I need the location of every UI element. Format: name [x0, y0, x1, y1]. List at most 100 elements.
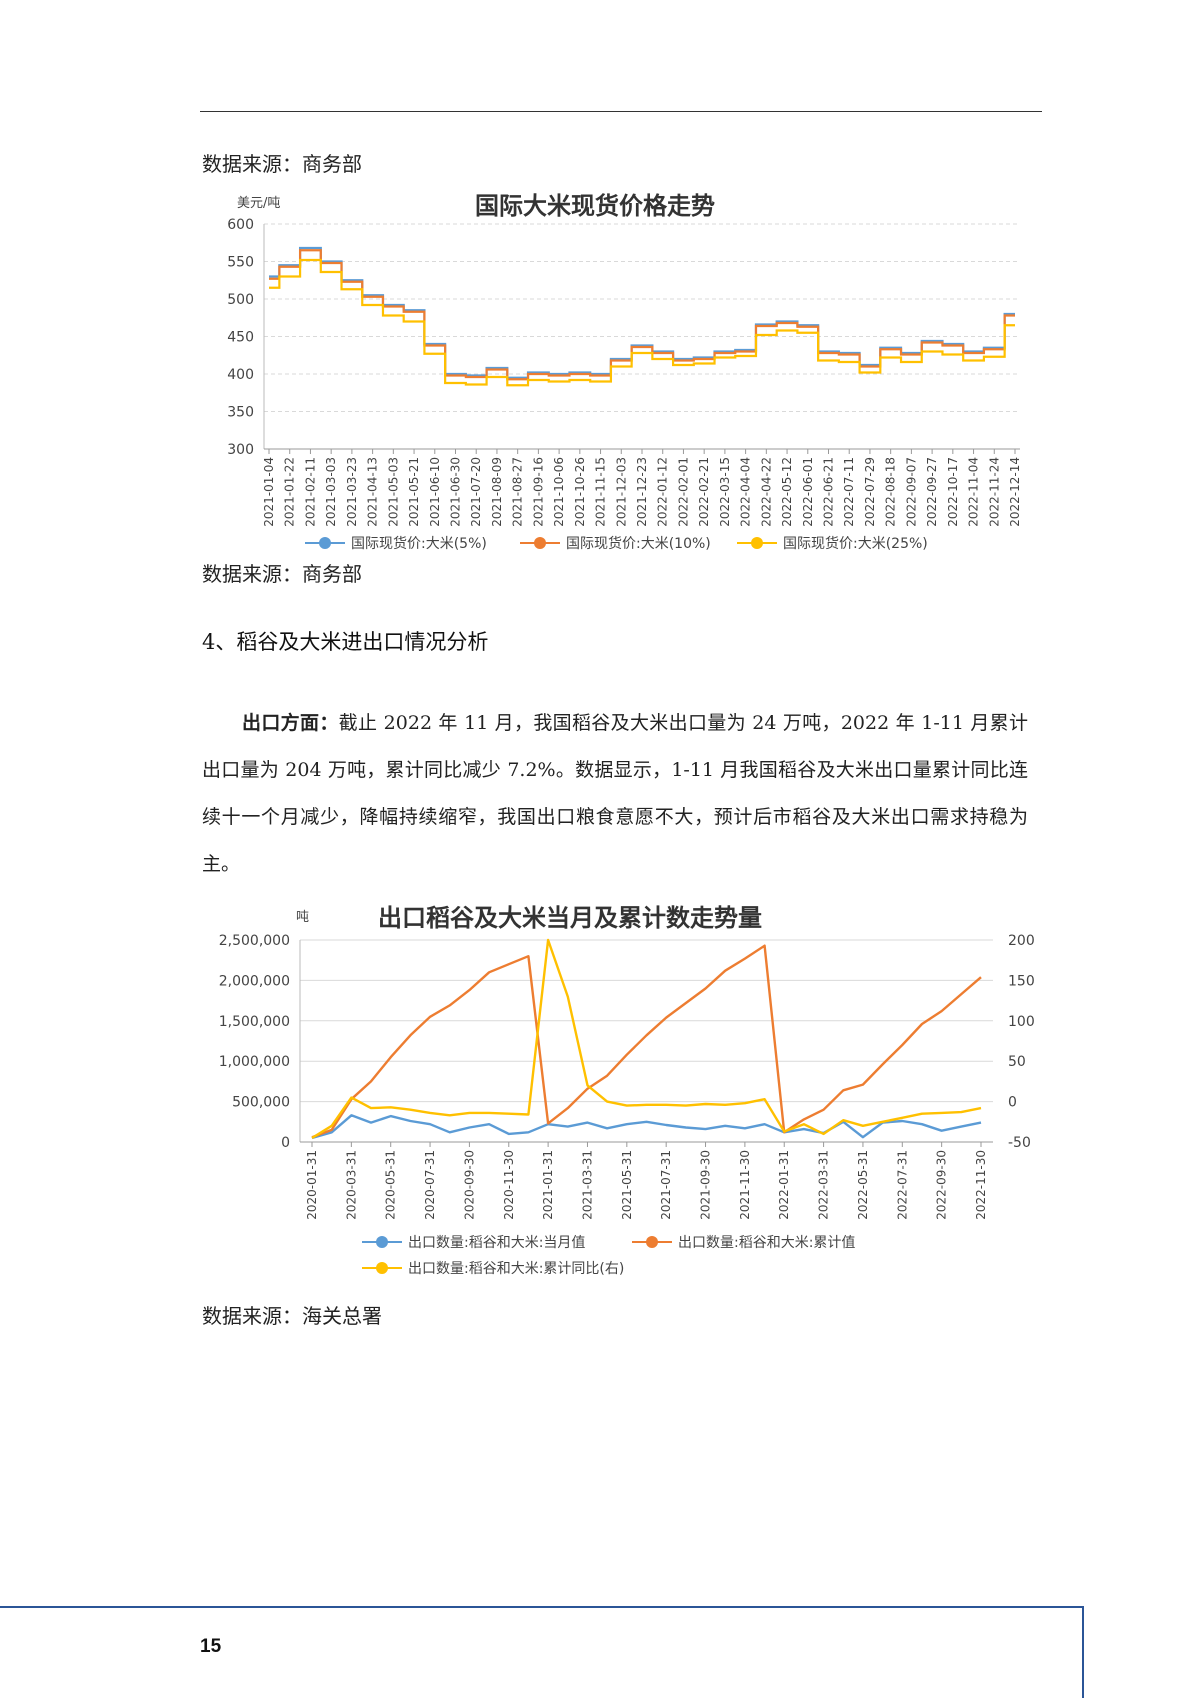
chart1-xtick-label: 2022-02-01	[676, 457, 690, 527]
chart2-xtick-label: 2020-05-31	[384, 1150, 398, 1220]
chart1-ytick-label: 400	[227, 367, 254, 383]
footer-rule	[0, 1606, 1084, 1608]
chart1-xtick-label: 2022-07-29	[863, 457, 877, 527]
chart1-series-line-0	[269, 248, 1015, 378]
chart1-xtick-label: 2022-08-18	[884, 457, 898, 527]
chart1-xtick-label: 2021-05-03	[386, 457, 400, 527]
source-note-bottom: 数据来源：海关总署	[202, 1300, 382, 1329]
chart1-xtick-label: 2022-04-04	[739, 457, 753, 527]
chart2-xtick-label: 2020-11-30	[502, 1150, 516, 1220]
chart1-xtick-label: 2021-03-03	[324, 457, 338, 527]
chart2-xtick-label: 2022-09-30	[935, 1150, 949, 1220]
page-number: 15	[200, 1636, 221, 1658]
chart2-y2tick-label: -50	[1008, 1135, 1031, 1151]
chart1-xtick-label: 2021-11-15	[594, 457, 608, 527]
chart2-xtick-label: 2022-03-31	[817, 1150, 831, 1220]
chart1-legend-label: 国际现货价:大米(10%)	[566, 535, 711, 552]
source-note-top: 数据来源：商务部	[202, 148, 362, 177]
top-rule	[200, 111, 1042, 112]
export-paragraph: 出口方面：截止 2022 年 11 月，我国稻谷及大米出口量为 24 万吨，20…	[202, 700, 1028, 888]
chart1-xtick-label: 2022-07-11	[842, 457, 856, 527]
chart2-xtick-label: 2020-07-31	[423, 1150, 437, 1220]
chart2-xtick-label: 2021-07-31	[659, 1150, 673, 1220]
chart1-legend-marker	[751, 537, 763, 549]
chart1-legend-marker	[319, 537, 331, 549]
chart1-xtick-label: 2021-02-11	[303, 457, 317, 527]
chart2-legend-marker	[376, 1262, 388, 1274]
chart2-y2tick-label: 100	[1008, 1014, 1035, 1030]
chart2-legend-marker	[646, 1236, 658, 1248]
chart1-ytick-label: 600	[227, 217, 254, 233]
chart1-xtick-label: 2022-10-17	[946, 457, 960, 527]
chart2-ytick-label: 500,000	[232, 1095, 290, 1111]
chart2-series-line-0	[312, 1115, 981, 1138]
chart2-ytick-label: 2,500,000	[219, 933, 290, 949]
chart2-ytick-label: 2,000,000	[219, 973, 290, 989]
chart2-legend-label: 出口数量:稻谷和大米:累计值	[678, 1235, 855, 1251]
chart1-ytick-label: 350	[227, 405, 254, 421]
chart2-series-line-1	[312, 946, 981, 1137]
chart2-y2tick-label: 150	[1008, 973, 1035, 989]
chart1-xtick-label: 2022-11-24	[987, 457, 1001, 527]
chart1-xtick-label: 2021-06-10	[428, 457, 442, 527]
source-note-mid: 数据来源：商务部	[202, 558, 362, 587]
export-chart: 0 500,000 1,000,000 1,500,000 2,000,000 2,500…	[0, 920, 1200, 1300]
chart2-xtick-label: 2020-01-31	[305, 1150, 319, 1220]
chart1-xtick-label: 2021-07-20	[469, 457, 483, 527]
chart1-series-line-2	[269, 260, 1015, 385]
chart1-xtick-label: 2022-06-21	[822, 457, 836, 527]
chart1-xtick-label: 2022-02-21	[697, 457, 711, 527]
price-chart: 300 350 400 450 500 550 600 2021-01-04 2021-01-2…	[0, 200, 1200, 560]
chart1-xtick-label: 2022-04-22	[759, 457, 773, 527]
chart1-xtick-label: 2021-09-16	[531, 457, 545, 527]
chart1-xtick-label: 2021-03-23	[345, 457, 359, 527]
chart1-xtick-label: 2021-10-06	[552, 457, 566, 527]
chart2-xtick-label: 2021-11-30	[738, 1150, 752, 1220]
chart2-xtick-label: 2021-05-31	[620, 1150, 634, 1220]
chart1-xtick-label: 2021-04-13	[366, 457, 380, 527]
chart1-xtick-label: 2021-01-22	[283, 457, 297, 527]
chart2-y2tick-label: 200	[1008, 933, 1035, 949]
chart2-legend-label: 出口数量:稻谷和大米:当月值	[408, 1235, 585, 1251]
chart2-y2tick-label: 50	[1008, 1054, 1026, 1070]
chart2-xtick-label: 2022-05-31	[856, 1150, 870, 1220]
chart2-ytick-label: 1,000,000	[219, 1054, 290, 1070]
chart2-xtick-label: 2020-03-31	[344, 1150, 358, 1220]
chart1-xtick-label: 2022-09-07	[904, 457, 918, 527]
chart2-series-line-2	[312, 940, 981, 1138]
chart1-ytick-label: 550	[227, 255, 254, 271]
chart2-xtick-label: 2021-09-30	[699, 1150, 713, 1220]
chart1-xtick-label: 2021-12-23	[635, 457, 649, 527]
chart1-series-line-1	[269, 250, 1015, 379]
chart1-legend-label: 国际现货价:大米(25%)	[783, 535, 928, 552]
chart1-xtick-label: 2022-05-12	[780, 457, 794, 527]
chart1-xtick-label: 2021-05-21	[407, 457, 421, 527]
chart2-legend-label: 出口数量:稻谷和大米:累计同比(右)	[408, 1261, 624, 1277]
section-heading: 4、稻谷及大米进出口情况分析	[202, 626, 488, 656]
chart1-xtick-label: 2021-01-04	[262, 457, 276, 527]
chart1-ytick-label: 300	[227, 442, 254, 458]
chart2-legend-marker	[376, 1236, 388, 1248]
footer-rule-vertical	[1082, 1606, 1084, 1698]
chart2-ytick-label: 0	[281, 1135, 290, 1151]
chart2-y2tick-label: 0	[1008, 1095, 1017, 1111]
chart1-xtick-label: 2021-10-26	[573, 457, 587, 527]
chart1-xtick-label: 2022-01-12	[656, 457, 670, 527]
para-lead: 出口方面：	[242, 712, 339, 734]
chart1-xtick-label: 2022-03-15	[718, 457, 732, 527]
chart1-xtick-label: 2022-06-01	[801, 457, 815, 527]
chart2-xtick-label: 2022-11-30	[974, 1150, 988, 1220]
chart1-xtick-label: 2021-08-09	[490, 457, 504, 527]
chart1-legend-label: 国际现货价:大米(5%)	[351, 535, 487, 552]
chart1-xtick-label: 2022-12-14	[1008, 457, 1022, 527]
para-body: 截止 2022 年 11 月，我国稻谷及大米出口量为 24 万吨，2022 年 …	[202, 712, 1028, 875]
chart1-xtick-label: 2022-11-04	[967, 457, 981, 527]
chart1-legend-marker	[534, 537, 546, 549]
chart1-ytick-label: 500	[227, 292, 254, 308]
chart1-xtick-label: 2021-06-30	[449, 457, 463, 527]
chart2-xtick-label: 2022-01-31	[777, 1150, 791, 1220]
chart2-ytick-label: 1,500,000	[219, 1014, 290, 1030]
chart1-xtick-label: 2022-09-27	[925, 457, 939, 527]
chart1-xtick-label: 2021-12-03	[614, 457, 628, 527]
chart1-xtick-label: 2021-08-27	[511, 457, 525, 527]
